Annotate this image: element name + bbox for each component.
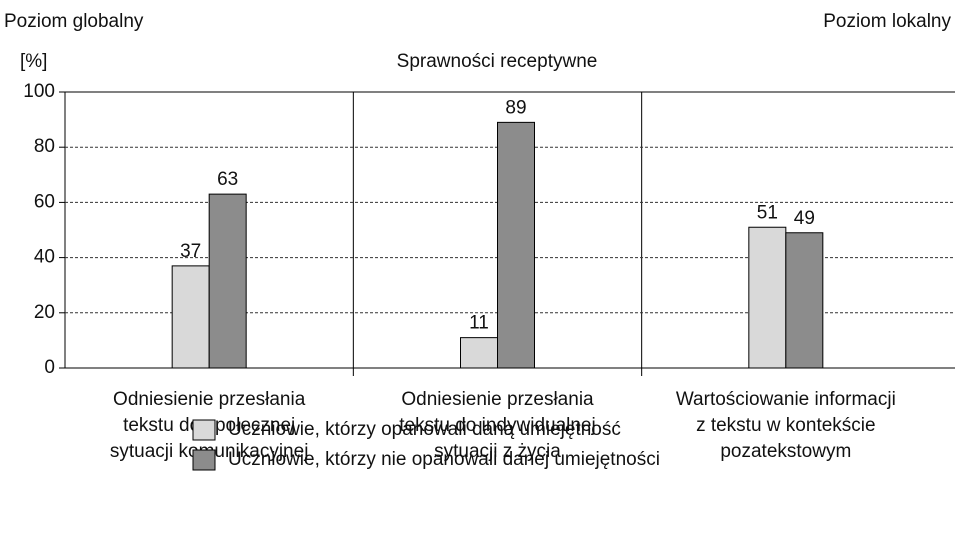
chart-title: Sprawności receptywne: [397, 51, 598, 72]
y-tick-label: 80: [34, 136, 55, 157]
x-tick-label: Wartościowanie informacji: [676, 389, 896, 410]
x-tick-label: pozatekstowym: [720, 441, 851, 462]
value-label: 49: [794, 208, 815, 229]
value-label: 37: [180, 241, 201, 262]
y-tick-label: 40: [34, 247, 55, 268]
bar: [785, 232, 824, 369]
y-tick-label: 0: [44, 357, 55, 378]
value-label: 51: [757, 202, 778, 223]
bar: [208, 193, 247, 369]
value-label: 11: [469, 313, 489, 334]
x-tick-label: z tekstu w kontekście: [696, 415, 876, 436]
legend-swatch: [192, 419, 216, 441]
value-label: 63: [217, 169, 238, 190]
y-tick-label: 20: [34, 302, 55, 323]
x-tick-label: Odniesienie przesłania: [113, 389, 306, 410]
x-tick-label: Odniesienie przesłania: [401, 389, 594, 410]
corner-right-label: Poziom lokalny: [823, 11, 951, 32]
y-tick-label: 100: [23, 81, 55, 102]
bar: [460, 337, 498, 369]
y-tick-label: 60: [34, 191, 55, 212]
corner-left-label: Poziom globalny: [4, 11, 144, 32]
x-tick-label: tekstu do indywidualnej: [399, 415, 595, 436]
x-tick-label: sytuacji z życia: [434, 441, 561, 462]
bar: [497, 121, 535, 369]
y-axis-label: [%]: [20, 51, 47, 72]
value-label: 89: [505, 97, 526, 118]
bar: [748, 226, 787, 369]
legend-label: Uczniowie, którzy opanowali daną umiejęt…: [228, 419, 621, 440]
legend-swatch: [192, 449, 216, 471]
legend-label: Uczniowie, którzy nie opanowali danej um…: [228, 449, 660, 470]
bar: [171, 265, 210, 369]
